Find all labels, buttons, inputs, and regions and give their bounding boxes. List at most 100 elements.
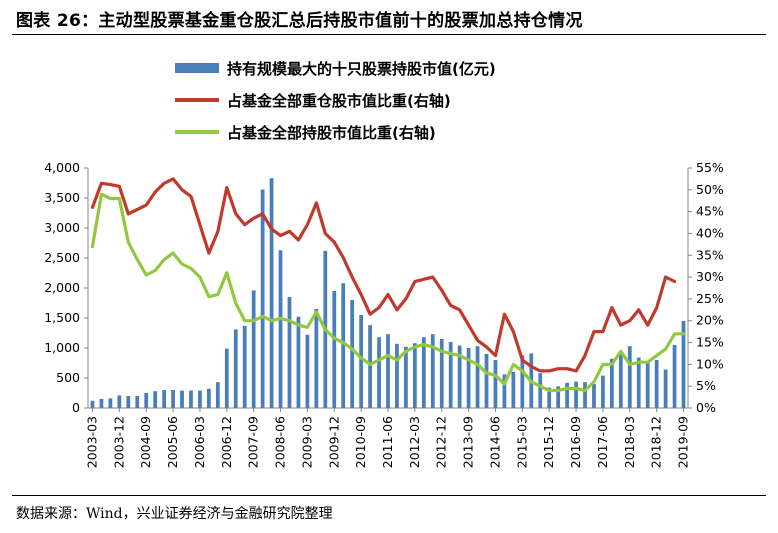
bar-2008-09 (287, 297, 292, 408)
bar-2012-12 (439, 339, 444, 408)
right-axis-tick-label: 5% (696, 378, 716, 393)
source-note: 数据来源：Wind，兴业证券经济与金融研究院整理 (16, 506, 333, 522)
bar-2013-06 (457, 345, 462, 408)
bar-2019-03 (663, 369, 668, 408)
x-axis-tick-label: 2003-12 (111, 416, 126, 468)
x-axis-tick-label: 2018-12 (649, 416, 664, 468)
bar-2010-12 (368, 325, 372, 408)
legend-swatch-red-line (175, 98, 219, 102)
left-axis-tick-label: 4,000 (44, 160, 80, 175)
bar-2004-06 (135, 396, 140, 408)
bar-2006-09 (215, 382, 220, 408)
right-axis-tick-label: 10% (696, 356, 724, 371)
left-axis-tick-label: 3,500 (44, 190, 80, 205)
bar-2012-03 (412, 343, 417, 408)
x-axis-tick-label: 2016-09 (568, 416, 583, 468)
left-axis-tick-label: 500 (56, 370, 80, 385)
bar-2016-03 (556, 386, 561, 408)
bar-2015-09 (538, 373, 543, 408)
right-axis-tick-label: 50% (696, 182, 724, 197)
x-axis-tick-label: 2015-12 (541, 416, 556, 468)
right-axis-tick-label: 0% (696, 400, 716, 415)
bar-2016-12 (583, 382, 587, 408)
x-axis-tick-label: 2009-03 (299, 416, 314, 468)
left-axis-tick-label: 2,500 (44, 250, 80, 265)
bar-2018-09 (645, 361, 650, 408)
bar-2004-12 (153, 391, 158, 408)
bar-2010-09 (359, 315, 364, 408)
bar-2019-06 (672, 345, 677, 408)
x-axis-tick-label: 2005-06 (165, 416, 180, 468)
bar-2015-12 (547, 387, 552, 408)
x-axis-tick-label: 2015-03 (514, 416, 529, 468)
x-axis-tick-label: 2006-12 (219, 416, 234, 468)
x-axis-tick-label: 2006-03 (192, 416, 207, 468)
bar-2019-09 (681, 321, 686, 408)
x-axis-tick-label: 2009-12 (326, 416, 341, 468)
bar-2013-12 (475, 346, 480, 408)
bar-2007-09 (251, 290, 256, 408)
legend-item-green-line: 占基金全部持股市值比重(右轴) (175, 118, 496, 146)
bar-2014-03 (484, 354, 489, 408)
bar-2011-12 (404, 346, 408, 408)
x-axis-tick-label: 2017-06 (595, 416, 610, 468)
bar-2016-06 (565, 382, 569, 408)
legend-item-red-line: 占基金全部重仓股市值比重(右轴) (175, 86, 496, 114)
bar-2004-09 (144, 393, 149, 408)
bar-2018-12 (654, 360, 659, 408)
bar-2009-06 (314, 309, 319, 408)
x-axis-tick-label: 2012-03 (407, 416, 422, 468)
left-axis-tick-label: 3,000 (44, 220, 80, 235)
bar-2017-12 (618, 353, 623, 408)
x-axis-tick-label: 2011-06 (380, 416, 395, 468)
bar-2005-12 (189, 390, 193, 408)
bottom-rule (12, 495, 766, 496)
bar-2009-12 (332, 291, 337, 408)
bar-2006-03 (198, 390, 202, 408)
green-line-series (90, 192, 686, 393)
x-axis-tick-label: 2008-06 (273, 416, 288, 468)
x-axis-tick-label: 2018-03 (622, 416, 637, 468)
bar-2004-03 (126, 396, 131, 408)
red-line-series (90, 177, 677, 373)
bar-2016-09 (574, 381, 578, 408)
x-axis-tick-label: 2010-09 (353, 416, 368, 468)
top-rule (12, 34, 766, 35)
bar-2008-03 (269, 178, 274, 408)
bar-2010-03 (341, 283, 346, 408)
bar-2012-06 (421, 337, 426, 408)
x-axis-tick-label: 2014-06 (487, 416, 502, 468)
bar-2007-06 (242, 325, 247, 408)
bar-2014-12 (511, 372, 516, 408)
bar-2005-09 (180, 390, 184, 408)
right-axis-tick-label: 20% (696, 313, 724, 328)
legend-swatch-green-line (175, 130, 219, 134)
bar-2017-09 (610, 358, 614, 408)
bar-2017-03 (592, 384, 596, 408)
bar-2013-09 (466, 348, 471, 408)
bar-2009-03 (305, 334, 310, 408)
bar-2006-06 (207, 388, 211, 408)
legend: 持有规模最大的十只股票持股市值(亿元) 占基金全部重仓股市值比重(右轴) 占基金… (175, 54, 496, 150)
legend-swatch-bar (175, 63, 219, 73)
bar-2013-03 (448, 342, 453, 408)
right-axis-tick-label: 40% (696, 225, 724, 240)
bar-2007-03 (233, 329, 238, 408)
left-axis-tick-label: 0 (72, 400, 80, 415)
right-axis-tick-label: 35% (696, 247, 724, 262)
bar-2011-06 (386, 334, 390, 408)
x-axis-tick-label: 2012-12 (434, 416, 449, 468)
bar-2014-09 (502, 374, 507, 408)
left-axis-tick-label: 1,000 (44, 340, 80, 355)
x-axis-tick-label: 2019-09 (676, 416, 691, 468)
bar-2010-06 (350, 300, 355, 408)
bar-2003-09 (108, 398, 113, 408)
bar-2006-12 (224, 348, 229, 408)
bar-2015-03 (520, 355, 525, 408)
legend-label-bar: 持有规模最大的十只股票持股市值(亿元) (227, 59, 496, 78)
x-axis-tick-label: 2013-09 (461, 416, 476, 468)
bar-2012-09 (430, 334, 435, 408)
x-axis-tick-label: 2007-09 (246, 416, 261, 468)
bar-2007-12 (260, 189, 265, 408)
